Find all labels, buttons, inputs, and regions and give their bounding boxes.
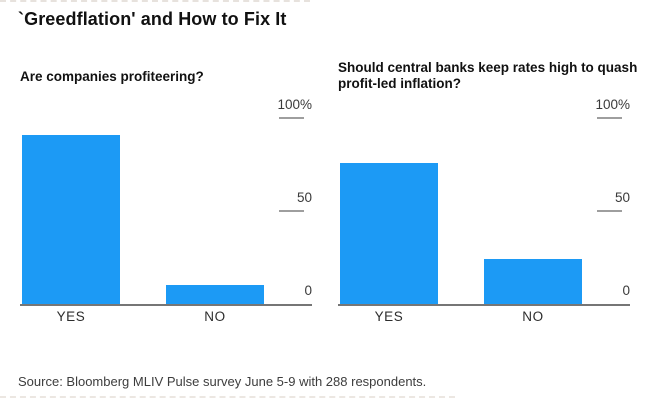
chart-companies-profiteering: Are companies profiteering? 100% 50 0 YE… <box>20 0 312 407</box>
page-title: `Greedflation' and How to Fix It <box>18 9 287 29</box>
y-axis-label-0: 0 <box>304 283 312 298</box>
y-axis-label-50: 50 <box>614 190 630 205</box>
bar-yes <box>340 163 438 304</box>
y-axis-label-0: 0 <box>622 283 630 298</box>
bar-no <box>166 285 264 304</box>
y-axis-label-100: 100% <box>277 97 312 112</box>
bar-no <box>484 259 582 304</box>
x-axis-line <box>20 304 312 306</box>
y-axis-label-100: 100% <box>595 97 630 112</box>
category-label-no: NO <box>204 309 226 324</box>
x-axis-line <box>338 304 630 306</box>
category-label-yes: YES <box>374 309 404 324</box>
y-axis-tick-50 <box>279 210 304 212</box>
category-label-no: NO <box>522 309 544 324</box>
bar-yes <box>22 135 120 304</box>
top-dashed-border <box>0 0 310 2</box>
y-axis-tick-100 <box>597 117 622 119</box>
source-note: Source: Bloomberg MLIV Pulse survey June… <box>18 374 427 389</box>
y-axis-tick-50 <box>597 210 622 212</box>
y-axis-tick-100 <box>279 117 304 119</box>
chart-question: Should central banks keep rates high to … <box>338 60 638 91</box>
y-axis-label-50: 50 <box>296 190 312 205</box>
chart-question: Are companies profiteering? <box>20 69 204 84</box>
bottom-dashed-border <box>0 396 455 398</box>
category-label-yes: YES <box>56 309 86 324</box>
chart-central-banks-rates: Should central banks keep rates high to … <box>338 0 637 407</box>
